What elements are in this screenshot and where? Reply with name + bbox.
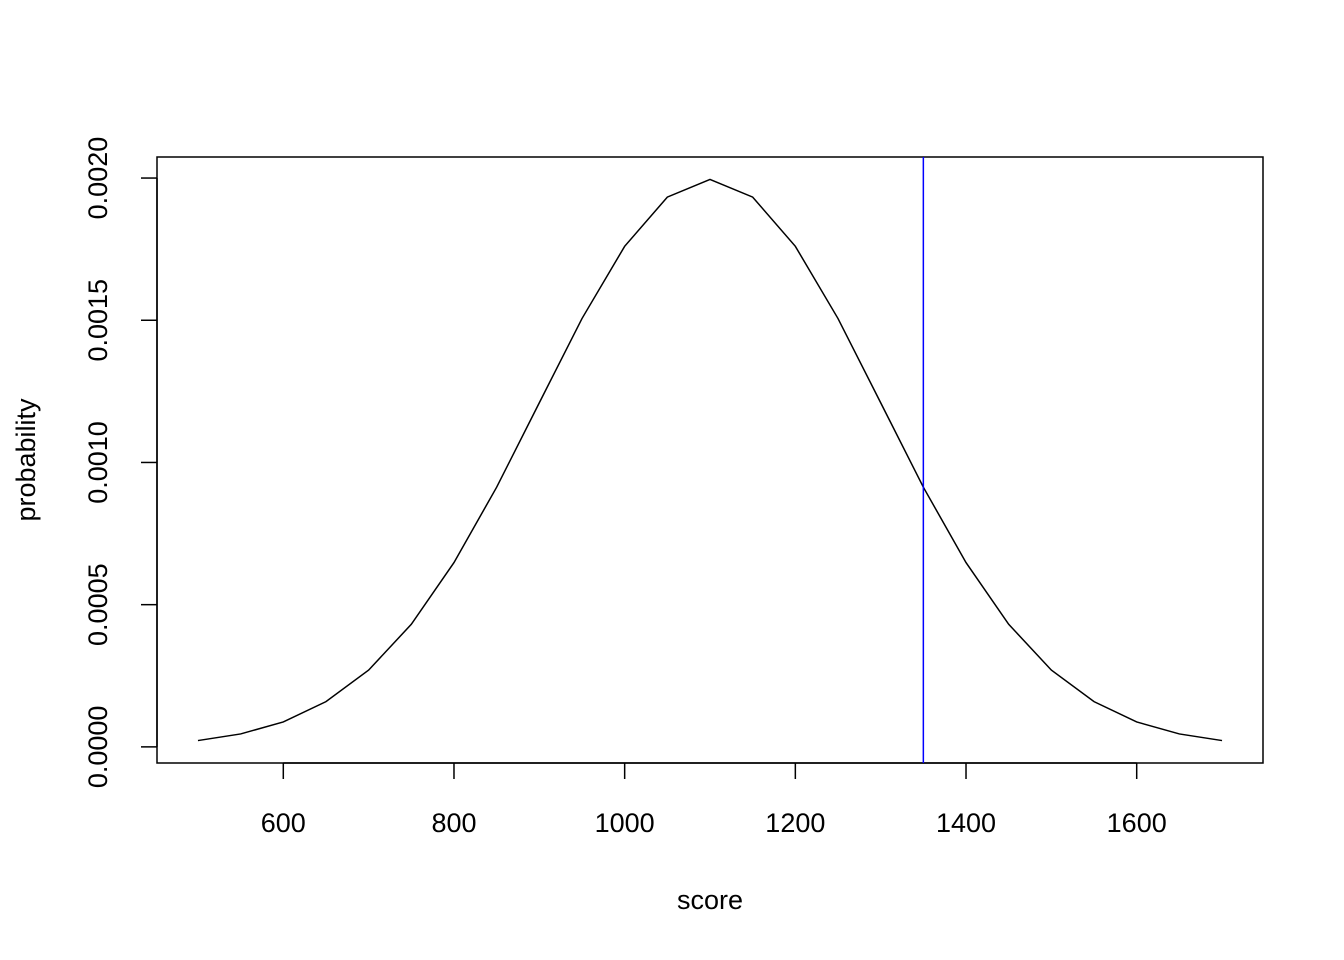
x-tick-label: 1200 [765, 808, 825, 838]
y-tick-label: 0.0020 [83, 137, 113, 220]
x-tick-label: 1600 [1107, 808, 1167, 838]
x-tick-label: 600 [261, 808, 306, 838]
y-tick-label: 0.0000 [83, 706, 113, 789]
y-axis-label: probability [11, 398, 41, 522]
plot-box [156, 156, 1264, 764]
y-tick-label: 0.0005 [83, 563, 113, 646]
density-line [197, 178, 1223, 742]
y-tick-label: 0.0015 [83, 279, 113, 362]
x-tick-label: 1400 [936, 808, 996, 838]
y-tick-label: 0.0010 [83, 421, 113, 504]
x-tick-label: 800 [431, 808, 476, 838]
x-axis-label: score [677, 885, 743, 915]
x-tick-label: 1000 [595, 808, 655, 838]
